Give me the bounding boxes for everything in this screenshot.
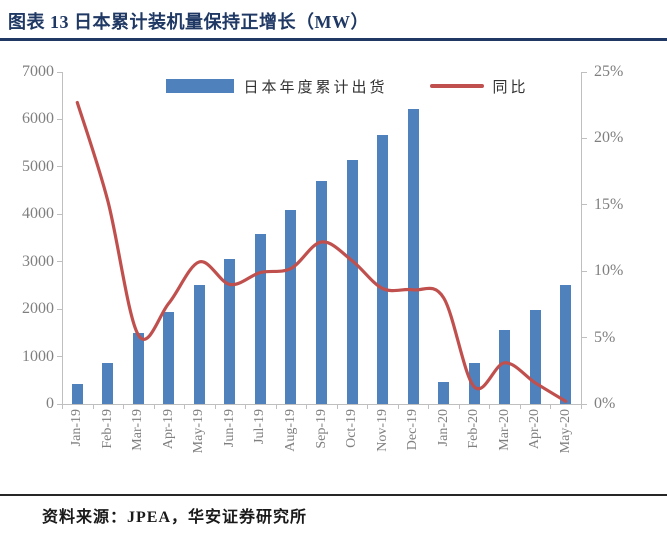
bar: [346, 159, 358, 404]
y-axis-left-tick: [57, 166, 62, 168]
bar: [132, 332, 144, 404]
y-axis-left-label: 3000: [22, 252, 54, 270]
y-axis-right-tick: [582, 71, 587, 73]
chart-legend: 日本年度累计出货 同比: [88, 76, 607, 96]
bar: [285, 209, 297, 404]
legend-item: 日本年度累计出货: [166, 76, 387, 97]
bar: [316, 181, 327, 404]
x-axis-tick: [458, 404, 460, 409]
y-axis-left-label: 6000: [22, 110, 54, 128]
y-axis-left-label: 4000: [22, 205, 54, 223]
x-axis-label: Mar-20: [496, 409, 512, 451]
legend-label: 日本年度累计出货: [243, 79, 388, 96]
x-axis-label: Apr-20: [527, 409, 543, 450]
x-axis-label: Sep-19: [313, 409, 329, 449]
y-axis-left-label: 0: [46, 395, 54, 412]
x-axis-tick: [489, 404, 491, 409]
bar: [377, 134, 389, 404]
x-axis-label: Jun-19: [221, 409, 237, 448]
y-axis-left-label: 2000: [22, 300, 54, 318]
x-axis-tick: [550, 404, 552, 409]
legend-label: 同比: [492, 79, 529, 96]
y-axis-left-line: [62, 72, 63, 404]
x-axis-tick: [428, 404, 430, 409]
x-axis-tick: [519, 404, 521, 409]
source-note: 资料来源：JPEA，华安证券研究所: [42, 509, 308, 526]
y-axis-right-tick: [582, 204, 587, 206]
x-axis-tick: [184, 404, 186, 409]
legend-item: 同比: [429, 76, 529, 97]
x-axis-label: May-20: [557, 409, 573, 454]
y-axis-left-tick: [57, 71, 62, 73]
bar: [499, 330, 511, 404]
y-axis-right-label: 10%: [594, 262, 624, 280]
x-axis-label: Nov-19: [374, 409, 390, 452]
x-axis-label: Feb-19: [99, 409, 115, 449]
x-axis-label: May-19: [191, 409, 207, 454]
y-axis-left-tick: [57, 308, 62, 310]
x-axis-tick: [306, 404, 308, 409]
x-axis-label: Jan-20: [435, 409, 451, 447]
x-axis-tick: [153, 404, 155, 409]
x-axis-tick: [92, 404, 94, 409]
x-axis-label: Oct-19: [344, 409, 360, 448]
x-axis-line: [62, 404, 582, 405]
x-axis-tick: [214, 404, 216, 409]
footer-divider: [0, 494, 667, 496]
figure-title: 图表 13 日本累计装机量保持正增长（MW）: [8, 12, 369, 32]
bar: [254, 234, 266, 404]
legend-line-swatch-icon: [429, 84, 484, 88]
y-axis-left-tick: [57, 403, 62, 405]
bar: [193, 285, 205, 404]
y-axis-right-label: 25%: [594, 63, 624, 80]
bar: [529, 309, 541, 404]
y-axis-left-label: 1000: [22, 347, 54, 365]
y-axis-right-tick: [582, 337, 587, 339]
bar: [560, 284, 572, 404]
y-axis-left-tick: [57, 261, 62, 263]
x-axis-label: Apr-19: [160, 409, 176, 450]
x-axis-label: Feb-20: [466, 409, 482, 449]
bar: [438, 382, 450, 404]
x-axis-tick: [336, 404, 338, 409]
x-axis-tick: [275, 404, 277, 409]
title-underline: [0, 38, 667, 41]
bar: [163, 311, 175, 404]
y-axis-right-label: 5%: [594, 328, 616, 346]
x-axis-tick: [245, 404, 247, 409]
x-axis-label: Jan-19: [69, 409, 85, 447]
bar: [71, 383, 83, 404]
x-axis-label: Dec-19: [405, 409, 421, 451]
bar: [224, 259, 236, 404]
x-axis-tick: [581, 404, 582, 409]
x-axis-tick: [62, 404, 63, 409]
x-axis-label: Mar-19: [130, 409, 146, 451]
y-axis-left-label: 5000: [22, 157, 54, 175]
x-axis-label: Aug-19: [282, 409, 298, 452]
x-axis-label: Jul-19: [252, 409, 268, 444]
x-axis-tick: [123, 404, 125, 409]
x-axis-tick: [367, 404, 369, 409]
bar: [407, 108, 419, 404]
y-axis-right-label: 15%: [594, 195, 624, 213]
y-axis-right-tick: [582, 270, 587, 272]
legend-bar-swatch-icon: [166, 79, 235, 93]
y-axis-left-tick: [57, 356, 62, 358]
y-axis-left-tick: [57, 213, 62, 215]
y-axis-left-tick: [57, 118, 62, 120]
bar: [102, 363, 114, 404]
y-axis-right-label: 20%: [594, 129, 624, 147]
y-axis-right-tick: [582, 137, 587, 139]
bar: [468, 362, 480, 404]
y-axis-right-tick: [582, 403, 587, 405]
x-axis-tick: [397, 404, 399, 409]
y-axis-right-label: 0%: [594, 395, 616, 412]
y-axis-right-line: [581, 72, 582, 404]
y-axis-left-label: 7000: [22, 63, 54, 80]
